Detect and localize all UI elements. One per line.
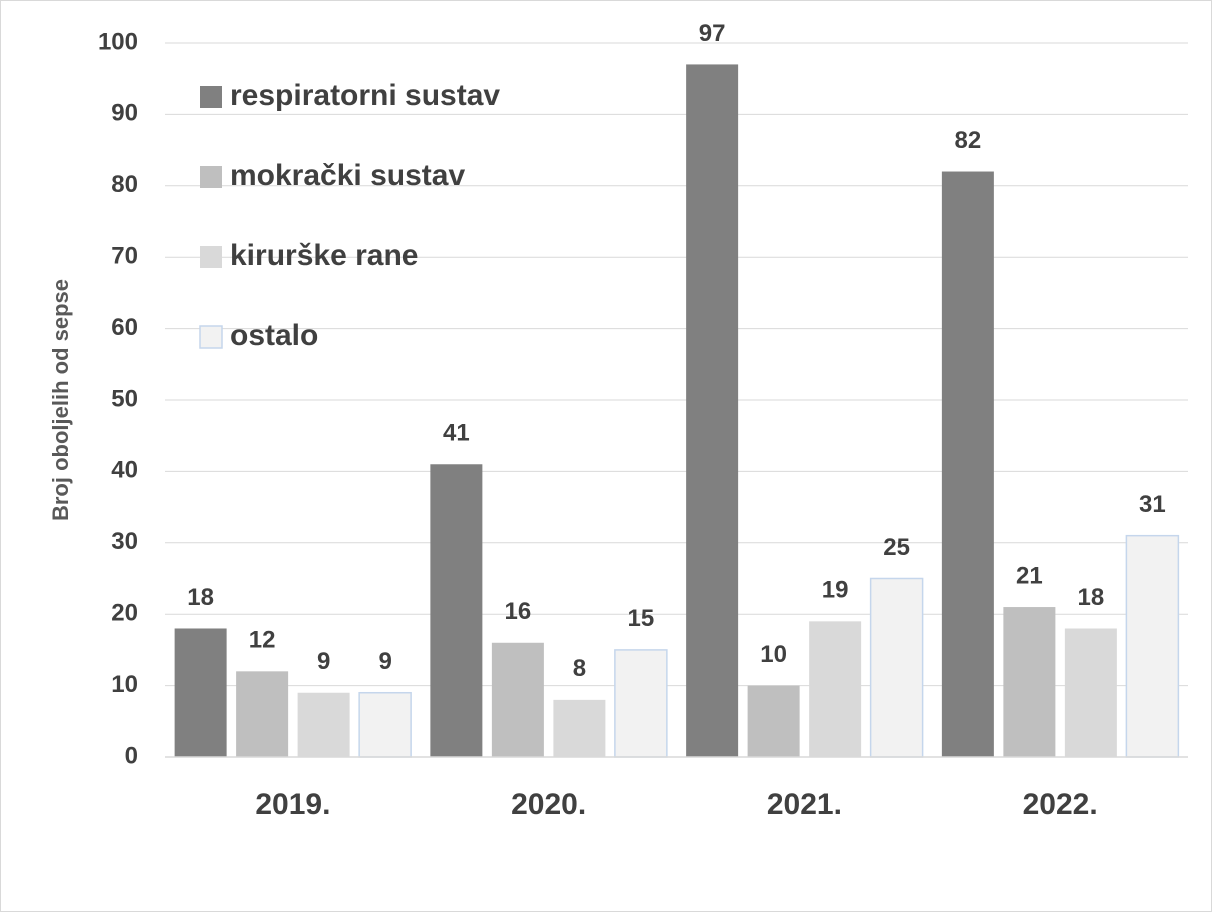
y-tick-label: 60	[111, 314, 138, 341]
x-tick-label: 2022.	[1023, 788, 1098, 821]
y-tick-label: 70	[111, 243, 138, 270]
x-tick-label: 2019.	[255, 788, 330, 821]
y-tick-label: 50	[111, 385, 138, 412]
bar	[553, 699, 606, 757]
data-label: 15	[628, 605, 655, 632]
legend-label: respiratorni sustav	[230, 79, 500, 112]
x-tick-label: 2021.	[767, 788, 842, 821]
data-label: 12	[249, 627, 276, 654]
y-tick-label: 80	[111, 171, 138, 198]
data-label: 9	[317, 648, 330, 675]
bar	[491, 642, 544, 757]
legend-swatch	[200, 86, 222, 108]
y-tick-label: 90	[111, 100, 138, 127]
bar	[1064, 628, 1117, 757]
data-label: 25	[883, 534, 910, 561]
x-tick-label: 2020.	[511, 788, 586, 821]
y-tick-label: 100	[98, 28, 138, 55]
bar	[614, 649, 668, 758]
bar	[869, 577, 924, 758]
legend-label: mokrački sustav	[230, 159, 465, 192]
data-label: 97	[699, 20, 726, 47]
data-label: 31	[1139, 491, 1166, 518]
y-axis-label: Broj oboljelih od sepse	[48, 279, 73, 521]
data-label: 82	[955, 127, 982, 154]
bar	[1003, 607, 1056, 757]
bar	[941, 171, 994, 757]
bar	[809, 621, 862, 757]
bar	[430, 464, 483, 757]
legend-swatch	[200, 246, 222, 268]
y-tick-label: 20	[111, 600, 138, 627]
bar	[358, 691, 412, 758]
legend-label: kirurške rane	[230, 239, 418, 272]
data-label: 9	[378, 648, 391, 675]
bar	[686, 64, 739, 758]
y-tick-label: 40	[111, 457, 138, 484]
legend-swatch	[199, 325, 223, 349]
data-label: 18	[187, 584, 214, 611]
bar	[747, 685, 800, 757]
data-label: 10	[760, 641, 787, 668]
y-tick-label: 10	[111, 671, 138, 698]
data-label: 21	[1016, 562, 1043, 589]
data-label: 41	[443, 420, 470, 447]
data-label: 8	[573, 655, 586, 682]
bar	[236, 671, 289, 757]
legend-label: ostalo	[230, 319, 318, 352]
bar	[174, 628, 227, 757]
data-label: 19	[822, 577, 849, 604]
legend-swatch	[200, 166, 222, 188]
data-label: 16	[505, 598, 532, 625]
bar	[297, 692, 350, 757]
bar	[1125, 534, 1180, 758]
data-label: 18	[1078, 584, 1105, 611]
y-tick-label: 30	[111, 528, 138, 555]
y-tick-label: 0	[125, 742, 138, 769]
